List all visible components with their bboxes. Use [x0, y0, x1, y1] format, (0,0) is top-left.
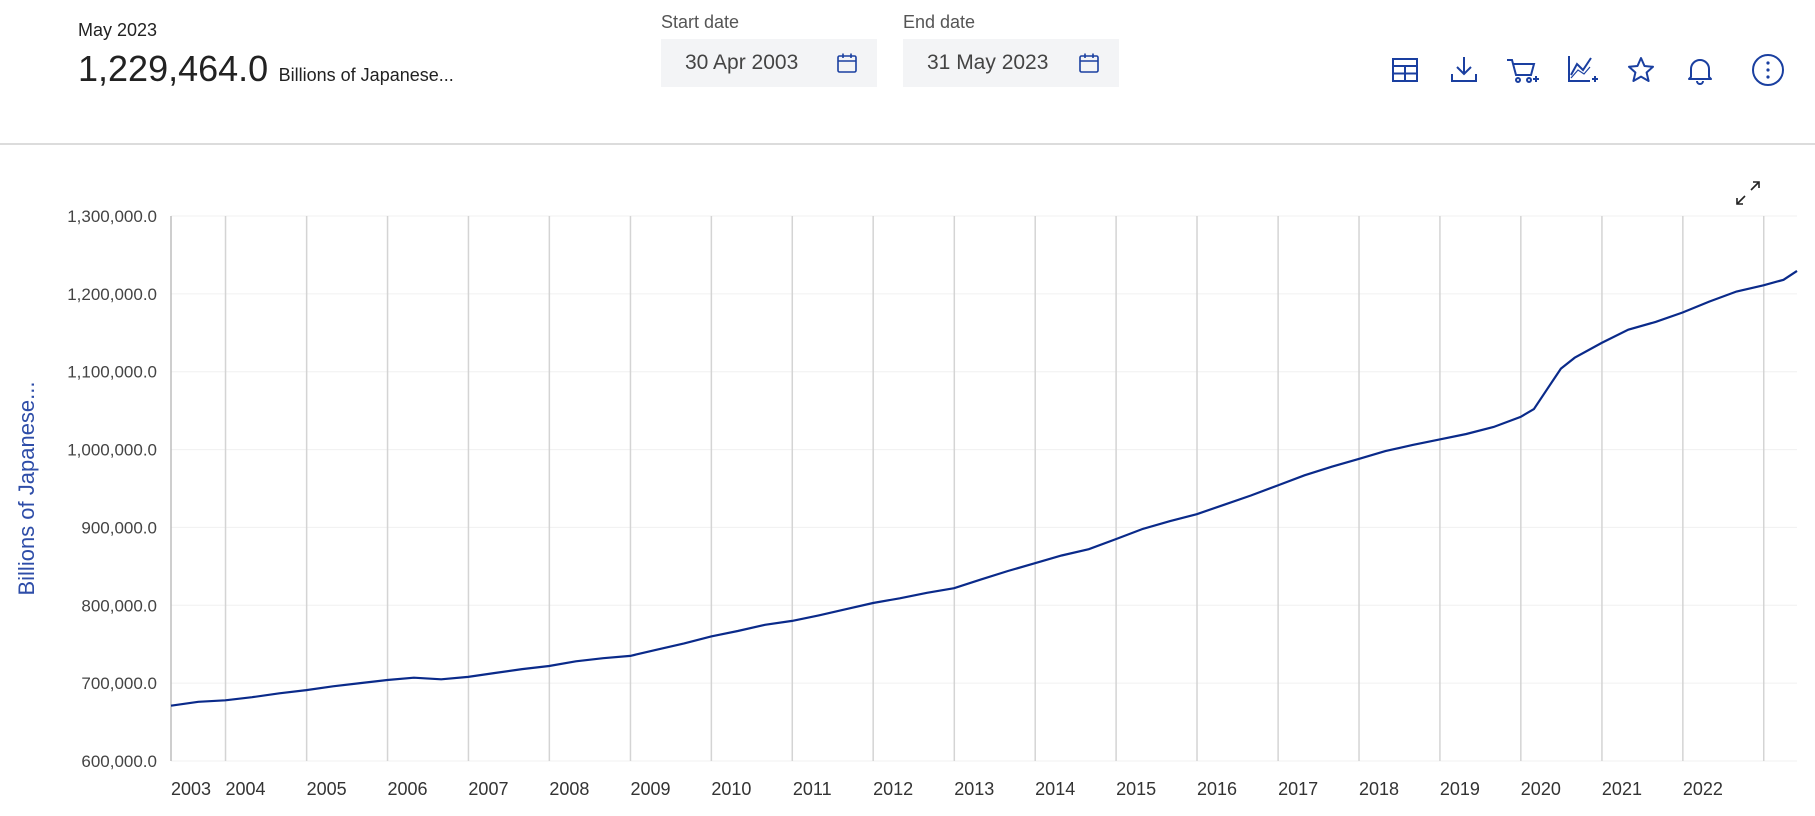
download-icon[interactable]	[1444, 50, 1484, 90]
x-tick-label: 2014	[1035, 779, 1075, 799]
x-tick-label: 2019	[1440, 779, 1480, 799]
y-tick-label: 1,200,000.0	[67, 285, 157, 304]
start-date-value: 30 Apr 2003	[685, 51, 799, 74]
expand-icon[interactable]	[1733, 178, 1763, 208]
x-tick-label: 2016	[1197, 779, 1237, 799]
y-tick-label: 600,000.0	[81, 752, 157, 771]
end-date-value: 31 May 2023	[927, 51, 1049, 74]
x-tick-label: 2015	[1116, 779, 1156, 799]
x-tick-label: 2007	[468, 779, 508, 799]
y-tick-label: 800,000.0	[81, 596, 157, 615]
y-tick-label: 700,000.0	[81, 674, 157, 693]
y-tick-label: 900,000.0	[81, 518, 157, 537]
x-tick-label: 2010	[711, 779, 751, 799]
x-tick-label: 2013	[954, 779, 994, 799]
more-options-icon[interactable]	[1748, 50, 1788, 90]
end-date-group: End date 31 May 2023	[903, 12, 1119, 87]
x-tick-label: 2018	[1359, 779, 1399, 799]
x-tick-label: 2003	[171, 779, 211, 799]
y-tick-label: 1,100,000.0	[67, 363, 157, 382]
latest-value: 1,229,464.0	[78, 48, 269, 89]
x-tick-label: 2005	[307, 779, 347, 799]
chart-add-icon[interactable]	[1562, 50, 1602, 90]
start-date-group: Start date 30 Apr 2003	[661, 12, 877, 87]
start-date-label: Start date	[661, 12, 740, 32]
star-icon[interactable]	[1621, 50, 1661, 90]
bell-icon[interactable]	[1680, 50, 1720, 90]
cart-add-icon[interactable]	[1503, 50, 1543, 90]
y-axis-label: Billions of Japanese...	[14, 381, 39, 595]
calendar-icon[interactable]	[1077, 51, 1101, 75]
latest-observation: 1,229,464.0 Billions of Japanese...	[78, 48, 454, 90]
y-tick-label: 1,300,000.0	[67, 207, 157, 226]
latest-unit: Billions of Japanese...	[278, 65, 454, 85]
line-chart: 600,000.0 700,000.0 800,000.0 900,000.0 1,00…	[14, 207, 1798, 799]
x-axis-ticks: 2003 2004 2005 2006 2007 2008 2009 2010 2011 2012…	[171, 779, 1723, 799]
x-tick-label: 2020	[1521, 779, 1561, 799]
y-axis-ticks: 600,000.0 700,000.0 800,000.0 900,000.0 1,00…	[67, 207, 157, 771]
x-tick-label: 2017	[1278, 779, 1318, 799]
latest-period: May 2023	[78, 20, 158, 40]
start-date-picker[interactable]: 30 Apr 2003	[661, 39, 877, 87]
x-tick-label: 2012	[873, 779, 913, 799]
table-icon[interactable]	[1385, 50, 1425, 90]
x-tick-label: 2009	[630, 779, 670, 799]
grid-layer	[170, 215, 1797, 762]
calendar-icon[interactable]	[835, 51, 859, 75]
x-tick-label: 2011	[793, 779, 832, 799]
x-tick-label: 2021	[1602, 779, 1642, 799]
series-line	[170, 269, 1798, 707]
y-tick-label: 1,000,000.0	[67, 441, 157, 460]
header-bar: May 2023 1,229,464.0 Billions of Japanes…	[0, 0, 1815, 145]
x-tick-label: 2004	[226, 779, 266, 799]
x-tick-label: 2022	[1683, 779, 1723, 799]
x-tick-label: 2006	[388, 779, 428, 799]
end-date-label: End date	[903, 12, 976, 32]
end-date-picker[interactable]: 31 May 2023	[903, 39, 1119, 87]
x-tick-label: 2008	[549, 779, 589, 799]
